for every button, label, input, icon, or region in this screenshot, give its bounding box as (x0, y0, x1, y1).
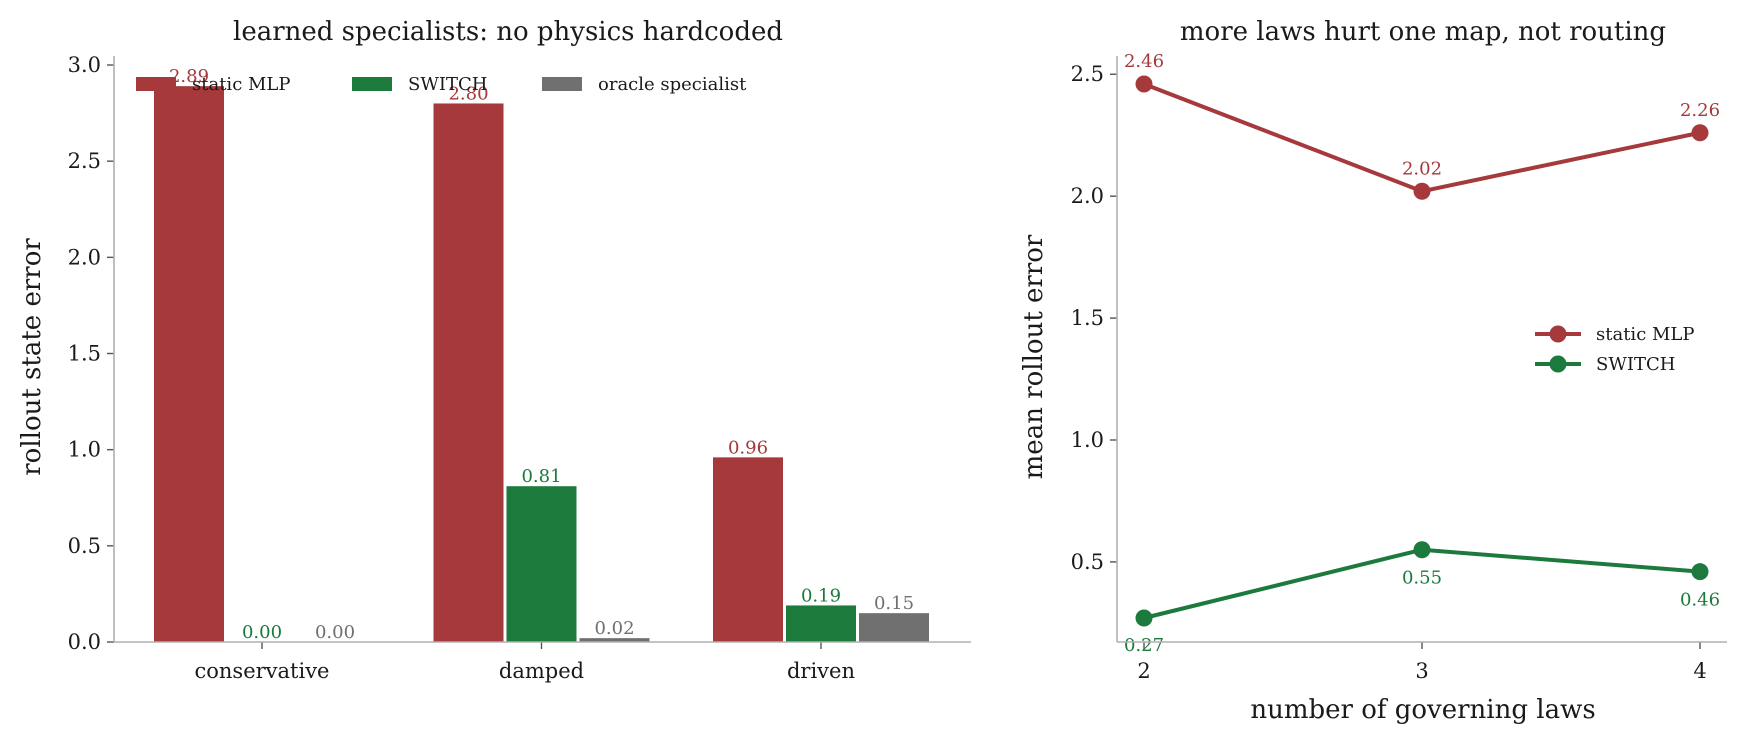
x-tick-label-conservative: conservative (194, 659, 329, 683)
legend-marker-static-mlp (1549, 325, 1567, 343)
bar-chart-data-labels: 2.89 2.80 0.96 0.00 0.81 0.19 0.00 0.02 0.15 (169, 66, 914, 643)
y-tick-label: 1.5 (68, 342, 101, 366)
legend-label-switch: SWITCH (1596, 354, 1675, 375)
point-data-label: 0.27 (1124, 635, 1164, 656)
bar-data-label: 2.80 (448, 83, 488, 104)
line-chart-panel: more laws hurt one map, not routing mean… (1019, 17, 1727, 725)
x-tick-label-3: 3 (1415, 659, 1428, 683)
point-static-mlp-2 (1135, 75, 1153, 93)
bar-chart-panel: learned specialists: no physics hardcode… (17, 17, 971, 683)
bar-chart-y-axis-label: rollout state error (17, 238, 47, 476)
x-tick-label-2: 2 (1137, 659, 1150, 683)
legend-label-switch: SWITCH (408, 74, 487, 95)
bar-switch-driven (786, 605, 856, 642)
line-chart-x-axis-label: number of governing laws (1250, 695, 1595, 725)
line-chart-data-labels: 2.46 2.02 2.26 0.27 0.55 0.46 (1124, 51, 1720, 656)
bar-static-mlp-driven (713, 457, 783, 642)
bar-oracle-specialist-driven (859, 613, 929, 642)
x-tick-label-4: 4 (1693, 659, 1706, 683)
y-tick-label: 1.0 (1071, 428, 1104, 452)
line-chart-title: more laws hurt one map, not routing (1180, 17, 1666, 47)
line-chart-series (1135, 75, 1709, 627)
point-data-label: 2.46 (1124, 51, 1164, 72)
legend-swatch-static-mlp (136, 77, 176, 91)
x-tick-label-driven: driven (787, 659, 855, 683)
bar-chart-y-ticks: 0.0 0.5 1.0 1.5 2.0 2.5 3.0 (68, 53, 114, 654)
bar-static-mlp-damped (433, 103, 504, 642)
bar-switch-damped (506, 486, 577, 642)
bar-data-label: 0.00 (315, 622, 355, 643)
bar-data-label: 0.15 (874, 593, 914, 614)
legend-swatch-switch (352, 77, 392, 91)
legend-label-static-mlp: static MLP (192, 74, 291, 95)
legend-label-static-mlp: static MLP (1596, 324, 1695, 345)
bar-chart-x-ticks: conservative damped driven (194, 642, 855, 683)
y-tick-label: 0.5 (68, 534, 101, 558)
line-chart-y-ticks: 0.5 1.0 1.5 2.0 2.5 (1071, 62, 1117, 574)
line-chart-y-axis-label: mean rollout error (1019, 234, 1049, 479)
legend-label-oracle-specialist: oracle specialist (598, 74, 747, 95)
point-switch-3 (1413, 541, 1431, 559)
y-tick-label: 2.0 (68, 245, 101, 269)
y-tick-label: 1.5 (1071, 306, 1104, 330)
bar-data-label: 0.02 (594, 618, 634, 639)
bar-data-label: 0.81 (521, 466, 561, 487)
bar-data-label: 0.00 (242, 622, 282, 643)
y-tick-label: 0.5 (1071, 550, 1104, 574)
line-chart-x-ticks: 2 3 4 (1137, 642, 1707, 683)
y-tick-label: 1.0 (68, 438, 101, 462)
bar-static-mlp-conservative (154, 86, 224, 642)
bar-data-label: 2.89 (169, 66, 209, 87)
bar-data-label: 0.19 (801, 585, 841, 606)
x-tick-label-damped: damped (499, 659, 584, 683)
legend-marker-switch (1549, 355, 1567, 373)
point-data-label: 2.02 (1402, 158, 1442, 179)
bar-chart-legend: static MLP SWITCH oracle specialist (136, 74, 747, 95)
point-data-label: 0.55 (1402, 568, 1442, 589)
y-tick-label: 0.0 (68, 630, 101, 654)
bar-data-label: 0.96 (728, 437, 768, 458)
point-data-label: 0.46 (1680, 590, 1720, 611)
y-tick-label: 3.0 (68, 53, 101, 77)
legend-swatch-oracle-specialist (542, 77, 582, 91)
point-static-mlp-4 (1691, 124, 1709, 142)
point-static-mlp-3 (1413, 182, 1431, 200)
bar-chart-title: learned specialists: no physics hardcode… (233, 17, 783, 47)
y-tick-label: 2.0 (1071, 184, 1104, 208)
bar-chart-bars (154, 86, 929, 642)
point-data-label: 2.26 (1680, 100, 1720, 121)
line-chart-legend: static MLP SWITCH (1535, 324, 1695, 375)
bar-oracle-specialist-damped (579, 638, 650, 642)
point-switch-4 (1691, 563, 1709, 581)
point-switch-2 (1135, 609, 1153, 627)
y-tick-label: 2.5 (1071, 62, 1104, 86)
y-tick-label: 2.5 (68, 149, 101, 173)
